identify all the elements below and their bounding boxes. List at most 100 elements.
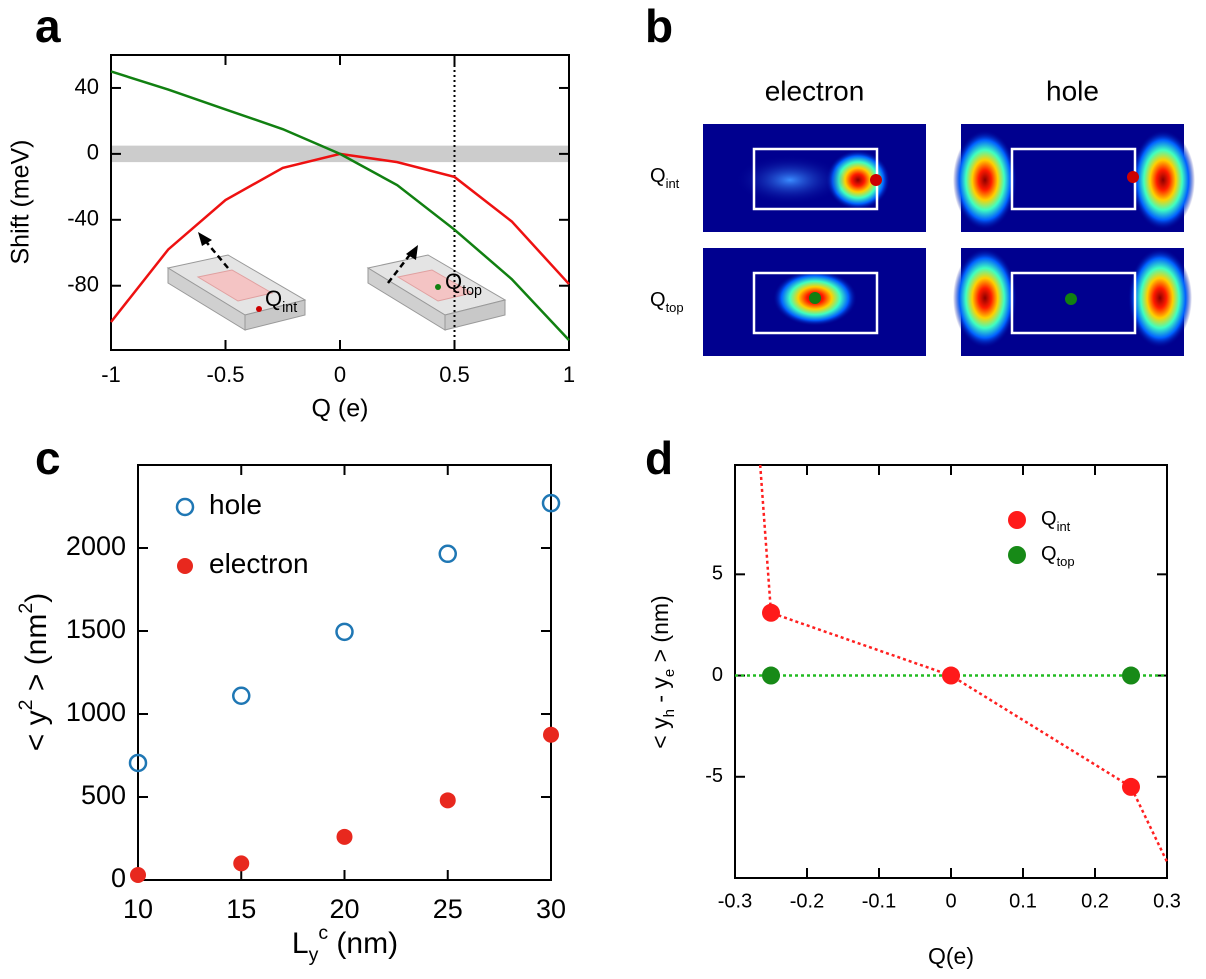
y-axis-label: Shift (meV) (7, 139, 35, 264)
label-part: h (661, 709, 678, 717)
label-part: Q(e) (928, 943, 974, 969)
label-part: top (462, 283, 482, 299)
label-part: > (nm (20, 614, 53, 700)
x-tick-label: -0.1 (862, 890, 896, 912)
data-line (110, 70, 570, 341)
heatmap-blob (1131, 130, 1195, 230)
label-part: < y (647, 717, 673, 749)
label-part: int (1057, 519, 1071, 534)
panel-letter: d (645, 432, 673, 484)
x-tick-label: -0.5 (207, 362, 245, 387)
data-point (942, 666, 960, 685)
x-tick-label: -0.2 (790, 890, 824, 912)
label-part: hole (209, 489, 262, 520)
label-part: > (nm) (647, 595, 673, 668)
data-point (1122, 777, 1140, 796)
legend-marker (175, 497, 195, 517)
label-part: Q (1041, 543, 1057, 565)
y-tick-label: 0 (111, 863, 126, 893)
data-point (439, 792, 456, 809)
heatmap-blob (1128, 248, 1192, 348)
x-axis-label: Q (e) (312, 395, 369, 423)
data-point (128, 753, 148, 773)
data-point (543, 726, 559, 743)
data-point (130, 867, 146, 884)
label-part: Q (445, 269, 462, 294)
y-axis-label: < y2 > (nm2) (15, 593, 53, 751)
data-point (762, 666, 780, 685)
panel-letter: c (35, 432, 61, 484)
x-tick-label: -1 (101, 362, 121, 387)
x-tick-label: 0.2 (1081, 890, 1109, 912)
legend-label: Qtop (1041, 543, 1075, 569)
label-part: int (282, 300, 297, 316)
y-tick-label: 5 (712, 563, 723, 585)
heatmap-blob (826, 150, 890, 210)
charge-marker (1127, 171, 1139, 183)
x-tick-label: 0.1 (1009, 890, 1037, 912)
data-point (541, 493, 561, 513)
annotation: Qtop (445, 269, 482, 299)
plot-frame (137, 464, 552, 881)
region-outline (1010, 271, 1137, 335)
column-title: hole (1046, 75, 1099, 106)
label-part: c (318, 922, 328, 944)
data-point (336, 828, 353, 845)
panel-letter: b (645, 0, 673, 52)
charge-marker (1065, 293, 1077, 305)
legend-label: hole (209, 489, 262, 520)
y-tick-label: -80 (67, 272, 99, 297)
legend-marker (1008, 511, 1026, 529)
label-part: 2 (15, 700, 37, 711)
data-point (438, 544, 457, 564)
legend-marker (1008, 546, 1026, 564)
charge-marker (870, 174, 882, 186)
label-part: electron (209, 548, 309, 579)
x-axis-label: Q(e) (928, 943, 974, 969)
inset-drawings (166, 232, 507, 331)
label-part: (nm) (328, 927, 398, 960)
label-part: < y (20, 710, 53, 751)
x-tick-label: 15 (226, 894, 256, 924)
y-tick-label: 500 (81, 780, 126, 810)
label-part: top (666, 300, 684, 315)
label-part: int (666, 176, 680, 191)
label-part: - y (647, 677, 673, 709)
heatmap-blob (953, 130, 1017, 230)
data-point (233, 855, 250, 872)
heatmap-blob (735, 155, 845, 205)
x-tick-label: 10 (123, 894, 153, 924)
label-part: Q (265, 286, 282, 311)
legend-label: electron (209, 548, 309, 579)
x-tick-label: 20 (329, 894, 359, 924)
x-tick-label: 30 (536, 894, 566, 924)
y-tick-label: 0 (87, 140, 99, 165)
y-axis-label: < yh - ye > (nm) (647, 595, 678, 748)
x-tick-label: 0.3 (1153, 890, 1181, 912)
y-tick-label: -40 (67, 206, 99, 231)
y-tick-label: 1000 (66, 697, 126, 727)
label-part: 2 (15, 603, 37, 614)
data-point (762, 603, 780, 622)
data-point (232, 686, 251, 705)
y-tick-label: -5 (705, 765, 723, 787)
label-part: Q (1041, 508, 1057, 530)
x-tick-label: -0.3 (718, 890, 752, 912)
y-tick-label: 1500 (66, 614, 126, 644)
row-label: Qtop (650, 289, 684, 315)
label-part: ) (20, 593, 53, 603)
label-part: y (309, 944, 319, 966)
legend-marker (177, 558, 193, 574)
y-tick-label: 2000 (66, 531, 126, 561)
panel-letter: a (35, 0, 61, 52)
x-axis-label: Lyc (nm) (292, 922, 398, 966)
label-part: Q (650, 289, 666, 311)
charge-marker (809, 292, 821, 304)
x-tick-label: 1 (563, 362, 575, 387)
legend-label: Qint (1041, 508, 1071, 534)
label-part: Q (650, 165, 666, 187)
row-label: Qint (650, 165, 680, 191)
data-point (1122, 666, 1140, 685)
x-tick-label: 0.5 (439, 362, 470, 387)
